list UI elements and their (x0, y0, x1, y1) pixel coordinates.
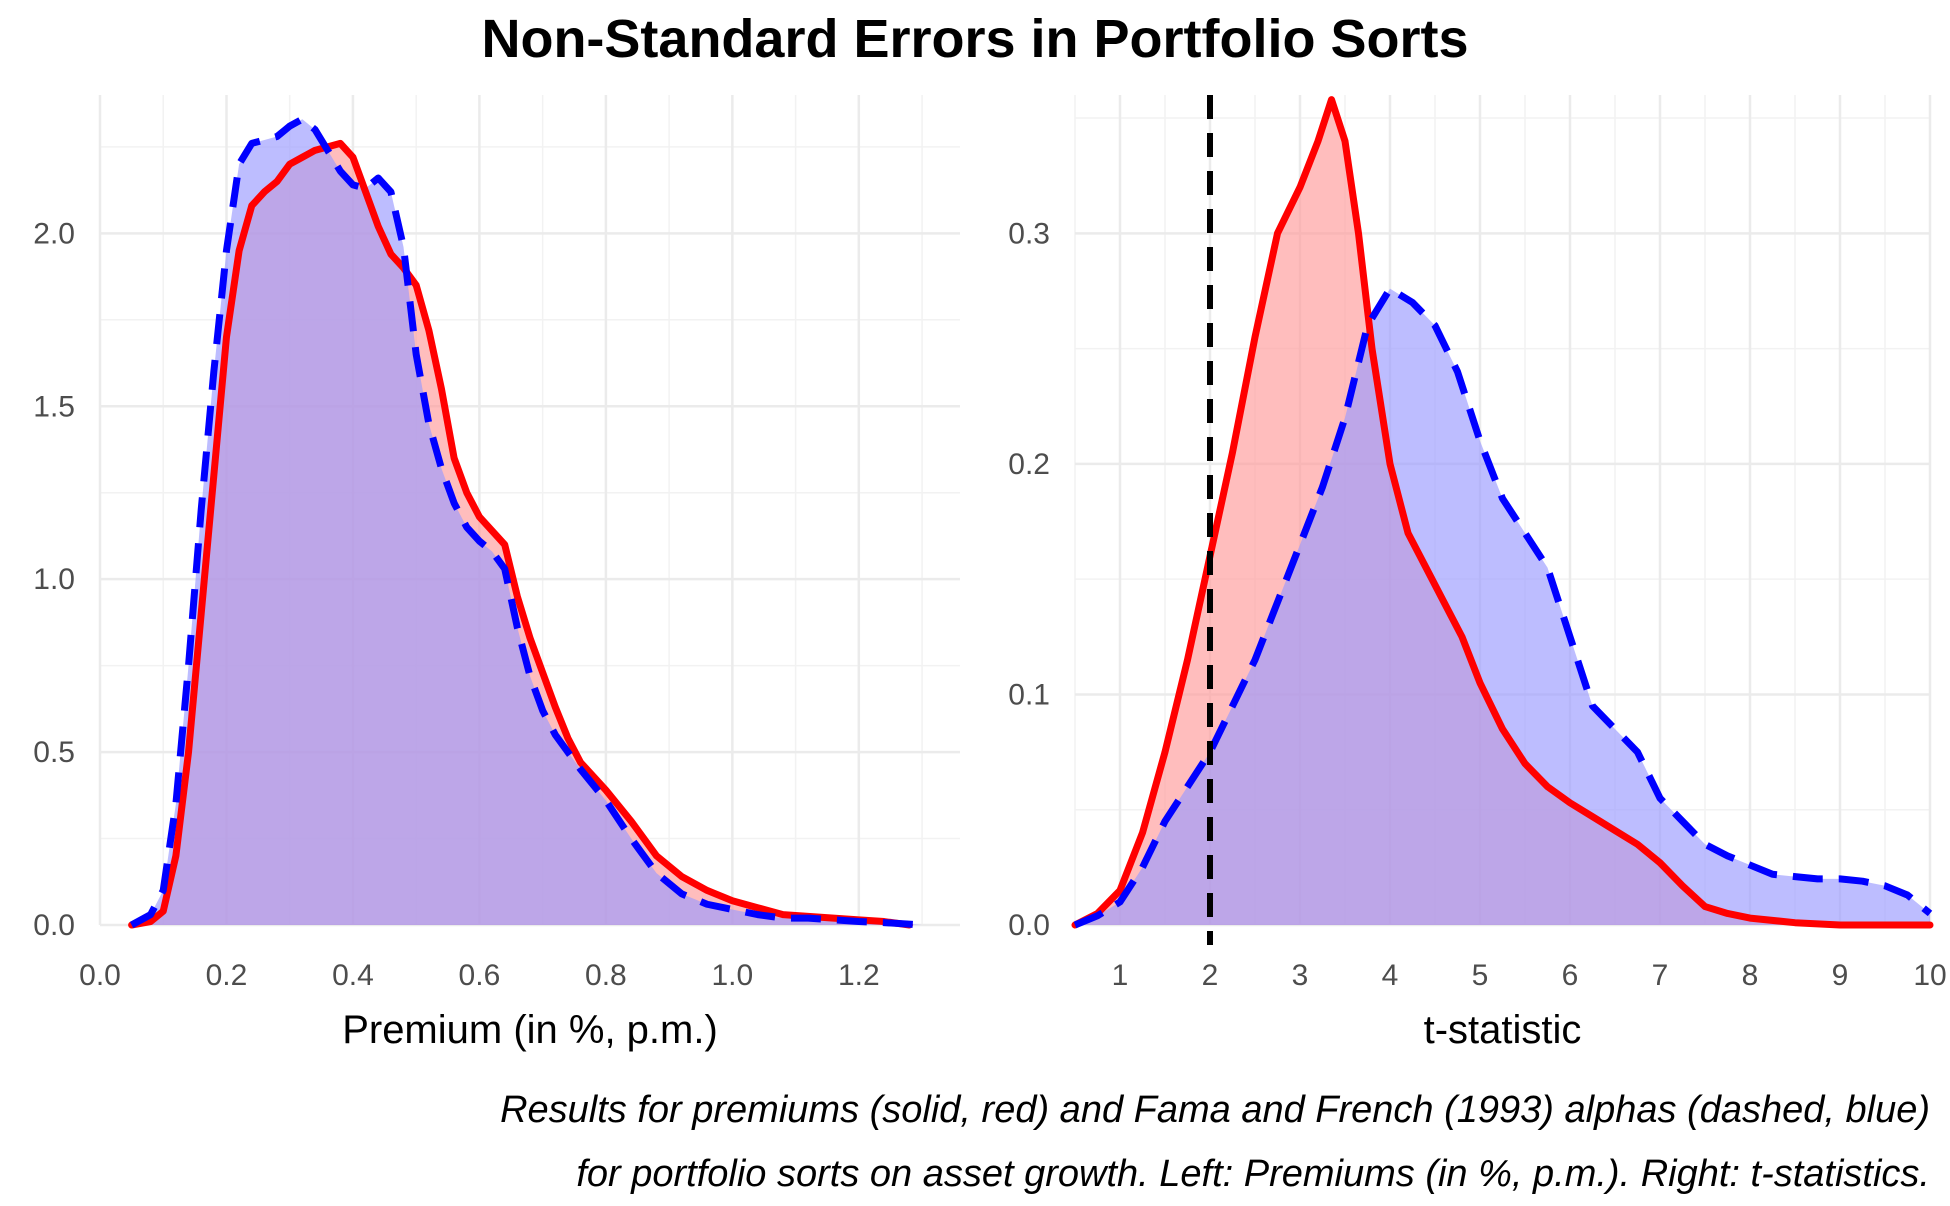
right-x-tick-label: 7 (1652, 959, 1669, 992)
right-y-tick-label: 0.2 (1008, 448, 1050, 481)
right-alpha-density-fill (1075, 288, 1930, 926)
left-x-tick-label: 0.0 (79, 959, 121, 992)
caption-line-2: for portfolio sorts on asset growth. Lef… (576, 1153, 1930, 1195)
right-panel-tstat-density: 1 2 3 4 5 6 7 8 9 10 0.0 0.1 0.2 0.3 t-statistic (1008, 95, 1947, 1052)
left-alpha-density-fill (131, 119, 923, 926)
right-x-tick-label: 4 (1382, 959, 1399, 992)
left-y-tick-label: 1.0 (33, 563, 75, 596)
right-y-tick-label: 0.1 (1008, 678, 1050, 711)
left-premium-density-line (128, 139, 913, 929)
left-x-axis-title: Premium (in %, p.m.) (342, 1008, 718, 1052)
left-y-tick-label: 2.0 (33, 217, 75, 250)
left-y-tick-label: 0.5 (33, 736, 75, 769)
right-x-tick-label: 1 (1112, 959, 1129, 992)
right-y-tick-label: 0.0 (1008, 909, 1050, 942)
caption-line-1: Results for premiums (solid, red) and Fa… (500, 1089, 1930, 1131)
right-x-tick-label: 2 (1202, 959, 1219, 992)
right-x-axis-title: t-statistic (1424, 1008, 1582, 1052)
left-y-tick-label: 0.0 (33, 909, 75, 942)
left-panel-premium-density: 0.0 0.2 0.4 0.6 0.8 1.0 1.2 0.0 0.5 1.0 1.5 2.0 Prem… (33, 95, 960, 1052)
left-x-tick-label: 1.0 (711, 959, 753, 992)
right-x-tick-label: 8 (1742, 959, 1759, 992)
right-x-tick-label: 6 (1562, 959, 1579, 992)
left-x-tick-label: 0.2 (206, 959, 248, 992)
chart-title: Non-Standard Errors in Portfolio Sorts (481, 9, 1469, 69)
right-x-tick-label: 5 (1472, 959, 1489, 992)
right-alpha-density-line (1073, 285, 1933, 929)
right-x-tick-label: 9 (1832, 959, 1849, 992)
left-x-tick-label: 0.6 (459, 959, 501, 992)
right-x-tick-label: 3 (1292, 959, 1309, 992)
left-x-tick-label: 1.2 (838, 959, 880, 992)
left-alpha-density-line (129, 115, 923, 929)
left-y-tick-label: 1.5 (33, 390, 75, 423)
right-y-tick-label: 0.3 (1008, 217, 1050, 250)
right-x-tick-label: 10 (1913, 959, 1946, 992)
left-x-tick-label: 0.4 (332, 959, 374, 992)
left-x-tick-label: 0.8 (585, 959, 627, 992)
